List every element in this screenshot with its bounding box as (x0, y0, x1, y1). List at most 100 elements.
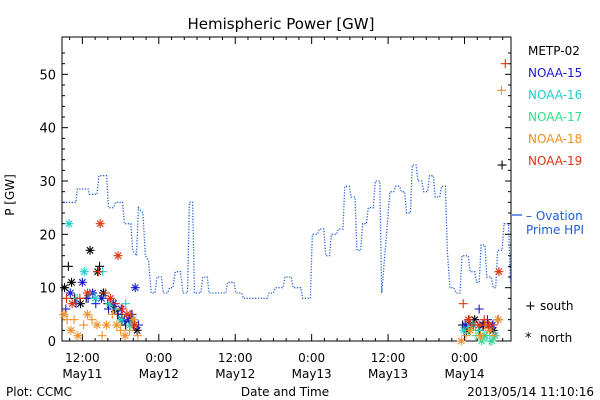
north-star-marker-noaa-18 (59, 309, 69, 319)
south-plus-marker-noaa-19 (100, 288, 110, 298)
south-plus-marker-noaa-19 (479, 315, 489, 325)
marker-legend: + south * north (525, 299, 574, 346)
north-star-marker-noaa-19 (113, 251, 123, 261)
y-tick-label: 30 (39, 175, 56, 190)
south-plus-marker-noaa-19 (61, 293, 71, 303)
south-plus-marker-noaa-18 (489, 331, 499, 341)
x-tick-time: 0:00 (298, 351, 325, 365)
north-star-marker-noaa-15 (77, 277, 87, 287)
x-tick-date: May11 (62, 367, 102, 381)
x-axis-label: Date and Time (241, 385, 329, 399)
south-plus-marker-noaa-19 (126, 309, 136, 319)
plot-frame (61, 36, 512, 342)
ovation-hpi-line (63, 164, 512, 299)
legend: METP-02 NOAA-15 NOAA-16 NOAA-17 NOAA-18 NOAA-… (528, 44, 582, 168)
south-plus-marker-noaa-19 (118, 304, 128, 314)
south-plus-marker-noaa-18 (116, 325, 126, 335)
legend-entry-metp-02: METP-02 (528, 44, 580, 58)
legend-entry-noaa-18: NOAA-18 (528, 132, 582, 146)
north-star-marker-noaa-18 (120, 331, 130, 341)
x-tick-time: 12:00 (371, 351, 406, 365)
north-star-marker-noaa-16 (64, 219, 74, 229)
y-axis-label: P [GW] (3, 174, 17, 216)
y-axis: 0 10 20 30 40 50 (39, 52, 511, 350)
south-plus-marker-noaa-19 (458, 299, 468, 309)
marker-legend-north: north (540, 331, 572, 345)
x-tick-date: May13 (368, 367, 408, 381)
north-star-marker-metp-02 (85, 245, 95, 255)
north-star-marker-noaa-19 (494, 267, 504, 277)
south-plus-marker-noaa-18 (461, 331, 471, 341)
y-tick-label: 20 (39, 228, 56, 243)
north-star-marker-noaa-17 (487, 336, 497, 346)
ovation-line-layer (63, 164, 522, 299)
footer-timestamp: 2013/05/14 11:10:16 (467, 385, 594, 399)
north-star-marker-noaa-15 (65, 288, 75, 298)
north-star-marker-noaa-19 (82, 288, 92, 298)
y-tick-label: 10 (39, 282, 56, 297)
north-star-marker-noaa-19 (130, 320, 140, 330)
north-star-marker-noaa-18 (465, 325, 475, 335)
north-star-marker-noaa-15 (96, 293, 106, 303)
marker-legend-south: south (540, 299, 574, 313)
north-star-marker-noaa-16 (79, 267, 89, 277)
plus-marker-symbol: + (525, 299, 536, 314)
x-tick-time: 12:00 (65, 351, 100, 365)
south-plus-marker-noaa-18 (97, 331, 107, 341)
north-star-marker-noaa-19 (474, 320, 484, 330)
south-plus-marker-noaa-19 (488, 320, 498, 330)
south-plus-marker-noaa-19 (110, 299, 120, 309)
north-star-marker-noaa-18 (82, 309, 92, 319)
satellite-markers-layer (59, 59, 510, 346)
south-plus-marker-metp-02 (95, 261, 105, 271)
south-plus-marker-noaa-18 (496, 85, 506, 95)
north-star-marker-noaa-19 (463, 315, 473, 325)
south-plus-marker-noaa-18 (107, 309, 117, 319)
north-star-marker-noaa-18 (66, 325, 76, 335)
north-star-marker-noaa-18 (73, 331, 83, 341)
south-plus-marker-noaa-18 (69, 315, 79, 325)
x-tick-date: May12 (215, 367, 255, 381)
x-tick-time: 0:00 (145, 351, 172, 365)
north-star-marker-noaa-16 (90, 293, 100, 303)
north-star-marker-noaa-17 (477, 336, 487, 346)
south-plus-marker-noaa-19 (500, 59, 510, 69)
north-star-marker-noaa-19 (67, 299, 77, 309)
legend-entry-noaa-19: NOAA-19 (528, 154, 582, 168)
north-star-marker-noaa-18 (92, 320, 102, 330)
south-plus-marker-noaa-18 (79, 320, 89, 330)
south-plus-marker-noaa-18 (125, 325, 135, 335)
y-tick-label: 40 (39, 122, 56, 137)
north-star-marker-noaa-18 (112, 320, 122, 330)
ovation-legend: – Ovation Prime HPI (526, 209, 584, 237)
x-tick-date: May13 (292, 367, 332, 381)
star-marker-symbol: * (525, 331, 532, 346)
south-plus-marker-noaa-18 (87, 315, 97, 325)
south-plus-marker-metp-02 (497, 160, 507, 170)
x-tick-date: May14 (444, 367, 484, 381)
north-star-marker-noaa-19 (105, 293, 115, 303)
legend-entry-noaa-16: NOAA-16 (528, 88, 582, 102)
north-star-marker-noaa-19 (95, 219, 105, 229)
south-plus-marker-noaa-15 (474, 304, 484, 314)
ovation-legend-line1: – Ovation (526, 209, 583, 223)
south-plus-marker-noaa-19 (93, 267, 103, 277)
y-tick-label: 0 (48, 335, 56, 350)
north-star-marker-noaa-16 (116, 315, 126, 325)
north-star-marker-noaa-18 (475, 331, 485, 341)
x-axis: 12:00 May11 0:00 May12 12:00 May12 0:00 May13 12… (62, 37, 504, 381)
north-star-marker-noaa-18 (102, 320, 112, 330)
footer-plot-source: Plot: CCMC (6, 385, 72, 399)
legend-entry-noaa-17: NOAA-17 (528, 110, 582, 124)
y-tick-label: 50 (39, 68, 56, 83)
south-plus-marker-noaa-15 (91, 299, 101, 309)
south-plus-marker-noaa-18 (133, 331, 143, 341)
south-plus-marker-noaa-19 (75, 293, 85, 303)
north-star-marker-metp-02 (60, 283, 70, 293)
x-tick-time: 12:00 (218, 351, 253, 365)
south-plus-marker-metp-02 (63, 261, 73, 271)
ovation-legend-line2: Prime HPI (526, 223, 584, 237)
north-star-marker-noaa-18 (456, 336, 466, 346)
north-star-marker-metp-02 (67, 277, 77, 287)
